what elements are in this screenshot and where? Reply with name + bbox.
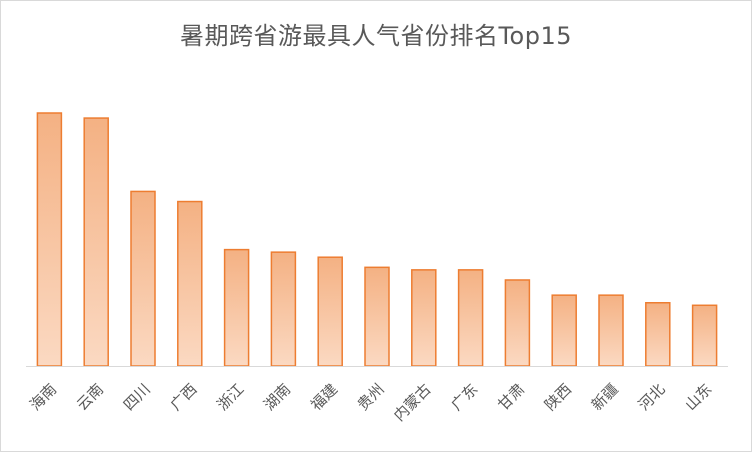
x-tick-label-4: 浙江 [213,380,247,414]
x-tick-label-7: 贵州 [354,380,388,414]
x-tick-label-6: 福建 [307,380,341,414]
x-tick-label-11: 陕西 [541,380,575,414]
bar-11 [551,294,577,367]
x-tick-label-8: 内蒙古 [390,380,435,425]
x-tick-label-10: 甘肃 [494,380,528,414]
x-tick-label-2: 四川 [120,380,154,414]
bar-10 [504,279,531,367]
bar-12 [598,294,624,367]
bar-7 [364,266,390,367]
bar-0 [36,112,63,367]
chart-title: 暑期跨省游最具人气省份排名Top15 [179,22,573,50]
bar-3 [177,200,203,367]
x-tick-label-12: 新疆 [588,380,622,414]
bar-14 [691,304,718,367]
x-tick-label-9: 广东 [447,380,481,414]
x-tick-label-1: 云南 [73,380,107,414]
bar-5 [270,251,297,367]
bar-8 [411,269,437,367]
bar-1 [83,117,109,367]
bar-4 [223,248,250,367]
x-tick-label-13: 河北 [635,380,669,414]
x-tick-label-5: 湖南 [260,380,294,414]
x-tick-label-0: 海南 [26,380,60,414]
x-tick-label-14: 山东 [681,380,715,414]
bar-13 [645,302,671,367]
bar-9 [457,269,484,367]
x-tick-label-3: 广西 [167,380,201,414]
bar-6 [317,256,343,367]
bar-2 [130,190,156,367]
